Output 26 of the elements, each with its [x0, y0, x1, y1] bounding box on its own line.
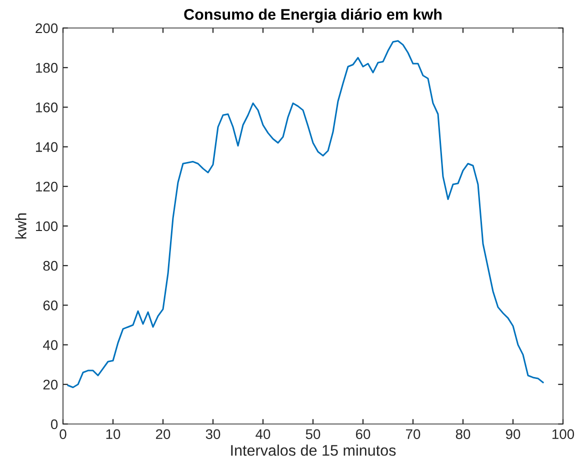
y-tick-label: 160	[36, 102, 58, 112]
x-tick-label: 40	[256, 429, 270, 440]
x-axis-title: Intervalos de 15 minutos	[231, 444, 396, 456]
y-tick-label: 0	[50, 419, 58, 430]
line-series	[67, 40, 544, 388]
chart-title: Consumo de Energia diário em kwh	[184, 8, 442, 23]
y-axis-title: kwh	[15, 213, 26, 239]
y-tick-label: 180	[36, 62, 58, 73]
y-tick-label: 80	[43, 260, 58, 271]
x-tick-label: 10	[106, 429, 120, 440]
y-tick-label: 140	[36, 142, 58, 152]
x-tick-label: 20	[156, 429, 170, 440]
x-tick-label: 80	[456, 429, 470, 440]
x-tick-label: 50	[306, 429, 320, 440]
y-tick-label: 100	[36, 221, 58, 232]
y-tick-label: 40	[43, 340, 58, 350]
x-tick-label: 90	[506, 429, 520, 440]
x-tick-label: 70	[406, 429, 420, 440]
x-tick-label: 60	[356, 429, 370, 440]
y-tick-label: 60	[43, 300, 58, 310]
y-tick-label: 200	[36, 23, 58, 34]
y-tick-label: 120	[36, 182, 58, 192]
x-tick-label: 100	[552, 429, 574, 440]
x-tick-label: 0	[60, 429, 66, 440]
x-tick-label: 30	[206, 429, 220, 440]
y-tick-label: 20	[43, 380, 58, 390]
